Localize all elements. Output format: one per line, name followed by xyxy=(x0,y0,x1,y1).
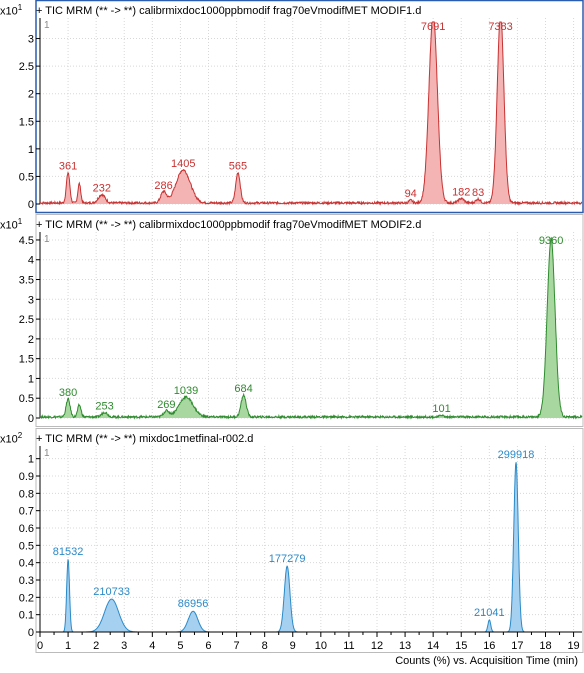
x-tick-label: 2 xyxy=(93,640,99,652)
x-tick-label: 3 xyxy=(121,640,127,652)
x-axis: 0 1 2 3 4 5 6 7 8 9 10 11 12 13 14 15 16 17 18 19 xyxy=(37,631,582,652)
x-tick-label: 18 xyxy=(539,640,551,652)
x-tick-label: 5 xyxy=(177,640,183,652)
peak-label: 210733 xyxy=(93,586,130,598)
panel-3-ytick-label: 0.5 xyxy=(19,540,34,552)
panel-1-series-line xyxy=(39,21,583,206)
panel-2-ytick-label: 0.5 xyxy=(19,393,34,405)
panel-2-frame xyxy=(35,214,584,427)
panel-3-ytick-label: 0.7 xyxy=(19,506,34,518)
panel-2-ytick-label: 0 xyxy=(28,413,34,425)
x-tick-label: 15 xyxy=(455,640,467,652)
peak-label: 9360 xyxy=(539,235,563,247)
peak-label: 86956 xyxy=(178,598,209,610)
panel-3-ytick-label: 0 xyxy=(28,627,34,639)
panel-2-ytick-label: 1.5 xyxy=(19,354,34,366)
panel-2-ytick-label: 2 xyxy=(28,334,34,346)
panel-2: 0 0.5 1 1.5 2 2.5 3 3.5 4 4.5 1 380 253 269 1039 684 101… xyxy=(19,214,584,427)
peak-label: 299918 xyxy=(498,449,535,461)
panel-2-ytick-label: 2.5 xyxy=(19,314,34,326)
x-tick-label: 11 xyxy=(343,640,354,652)
x-tick-label: 6 xyxy=(205,640,211,652)
x-tick-label: 14 xyxy=(427,640,439,652)
panel-2-ytick-label: 4 xyxy=(28,255,34,267)
panel-1-ytick-label: 3 xyxy=(28,34,34,46)
panel-1-title[interactable]: + TIC MRM (** -> **) calibrmixdoc1000ppb… xyxy=(36,5,422,17)
peak-label: 101 xyxy=(432,403,450,415)
panel-3-ytick-label: 0.1 xyxy=(19,610,34,622)
panel-2-ytick-label: 3 xyxy=(28,294,34,306)
peak-label: 182 xyxy=(452,187,470,199)
panel-1-ytick-label: 2.5 xyxy=(19,61,34,73)
x-tick-label: 0 xyxy=(37,640,43,652)
peak-label: 1405 xyxy=(171,158,195,170)
panel-1-frame xyxy=(35,0,584,214)
panel-3-number: 1 xyxy=(44,448,50,459)
panel-3-ytick-label: 0.3 xyxy=(19,575,34,587)
peak-label: 269 xyxy=(157,399,175,411)
panel-2-ytick-label: 4.5 xyxy=(19,235,34,247)
x-tick-label: 12 xyxy=(371,640,383,652)
peak-label: 81532 xyxy=(53,546,84,558)
panel-3-ytick-label: 0.4 xyxy=(19,558,34,570)
peak-label: 7383 xyxy=(488,21,512,33)
peak-label: 380 xyxy=(59,387,77,399)
x-tick-label: 8 xyxy=(262,640,268,652)
panel-3-ytick-label: 1 xyxy=(28,454,34,466)
peak-label: 83 xyxy=(472,187,484,199)
panel-3-ytick-label: 0.8 xyxy=(19,488,34,500)
x-tick-label: 4 xyxy=(149,640,155,652)
peak-label: 1039 xyxy=(174,385,198,397)
panel-1-ytick-label: 1.5 xyxy=(19,116,34,128)
peak-label: 253 xyxy=(95,400,113,412)
panel-3-ytick-label: 0.9 xyxy=(19,471,34,483)
panel-3-scale-exponent: x102 xyxy=(0,431,23,446)
x-tick-label: 9 xyxy=(290,640,296,652)
panel-3: 00.10.20.30.40.50.60.70.80.9118153221073… xyxy=(19,428,584,653)
x-tick-label: 19 xyxy=(567,640,579,652)
peak-label: 7691 xyxy=(421,21,445,33)
peak-label: 286 xyxy=(154,180,172,192)
panel-1-ytick-label: 2 xyxy=(28,89,34,101)
peak-label: 361 xyxy=(59,161,77,173)
panel-1-number: 1 xyxy=(44,20,50,31)
panel-2-scale-exponent: x101 xyxy=(0,217,23,232)
peak-label: 94 xyxy=(405,188,417,200)
panel-2-area xyxy=(40,238,582,418)
panel-2-ytick-label: 3.5 xyxy=(19,275,34,287)
peak-label: 565 xyxy=(229,161,247,173)
panel-1-ytick-label: 0 xyxy=(28,199,34,211)
panel-3-ytick-label: 0.2 xyxy=(19,592,34,604)
x-tick-label: 17 xyxy=(511,640,523,652)
panel-1-ytick-label: 1 xyxy=(28,144,34,156)
x-axis-label: Counts (%) vs. Acquisition Time (min) xyxy=(395,655,578,667)
panel-3-frame xyxy=(35,428,584,653)
panel-2-title[interactable]: + TIC MRM (** -> **) calibrmixdoc1000ppb… xyxy=(36,219,422,231)
panel-3-ytick-label: 0.6 xyxy=(19,523,34,535)
peak-label: 21041 xyxy=(474,607,505,619)
x-tick-label: 1 xyxy=(65,640,71,652)
x-tick-label: 10 xyxy=(315,640,327,652)
panel-2-number: 1 xyxy=(44,234,50,245)
panel-3-title[interactable]: + TIC MRM (** -> **) mixdoc1metfinal-r00… xyxy=(36,433,254,445)
panel-1-ytick-label: 0.5 xyxy=(19,171,34,183)
panel-2-series-line xyxy=(39,236,583,420)
x-tick-label: 13 xyxy=(399,640,411,652)
panel-1-scale-exponent: x101 xyxy=(0,3,23,18)
panel-2-ytick-label: 1 xyxy=(28,373,34,385)
peak-label: 177279 xyxy=(269,553,306,565)
x-tick-label: 16 xyxy=(483,640,495,652)
peak-label: 232 xyxy=(93,183,111,195)
x-tick-label: 7 xyxy=(234,640,240,652)
peak-label: 684 xyxy=(234,383,252,395)
